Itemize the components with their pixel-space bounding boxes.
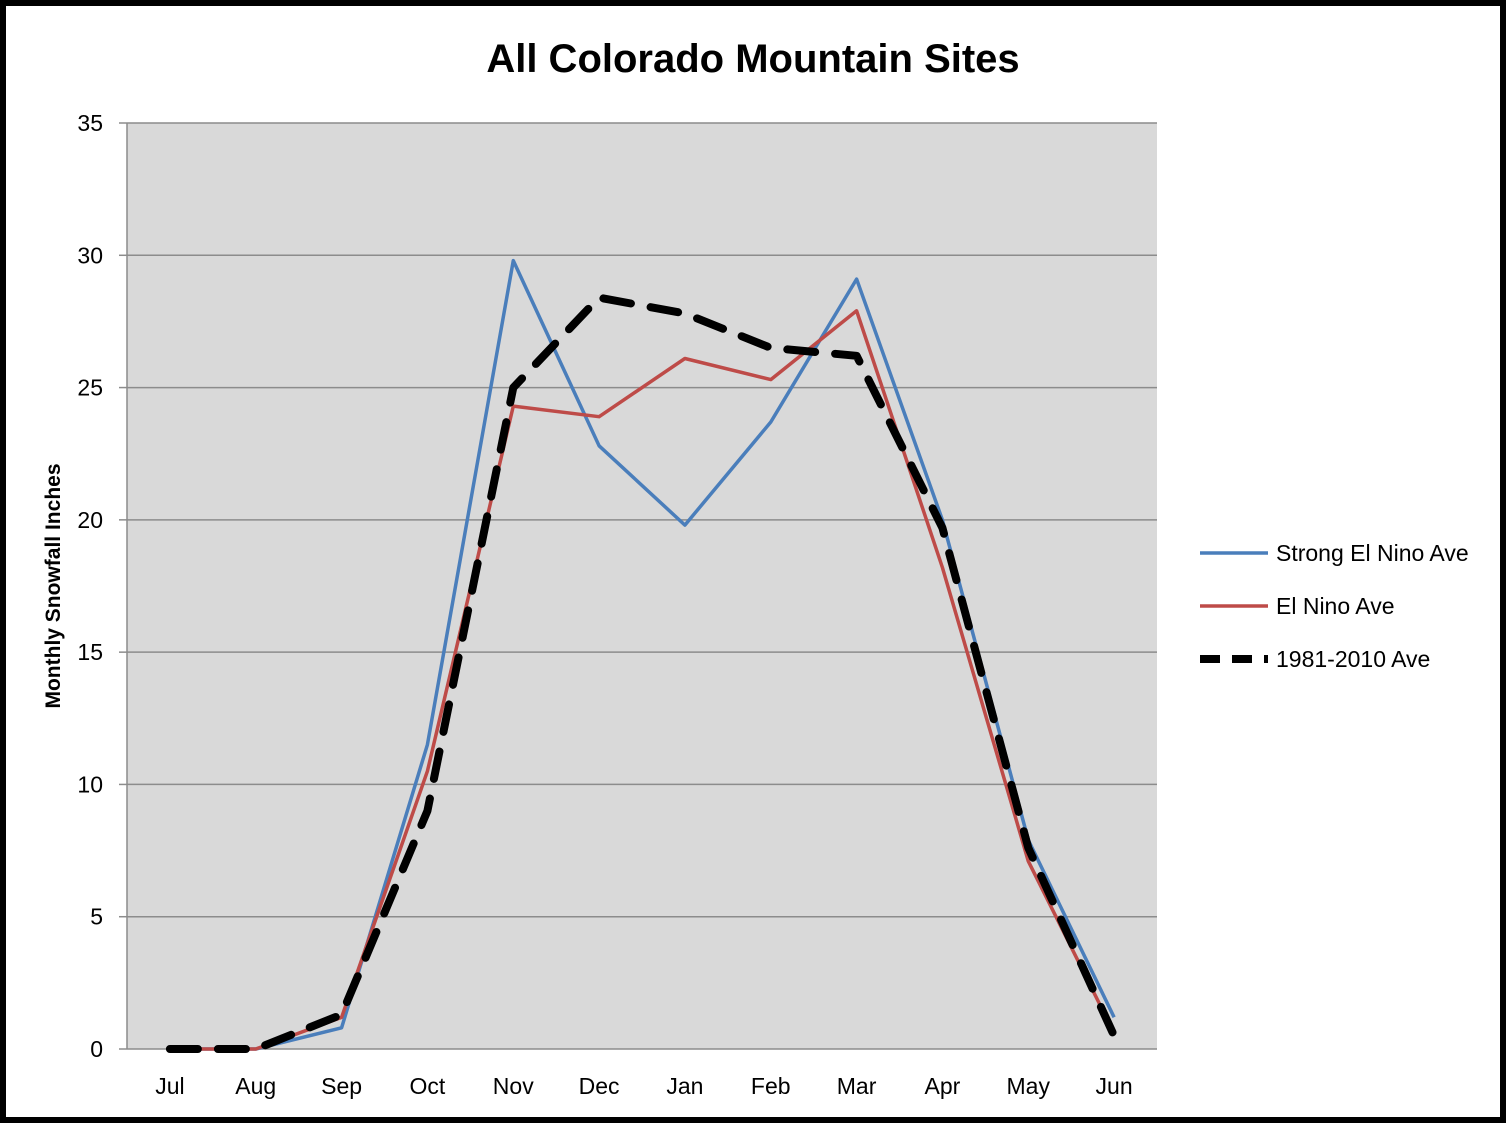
y-tick-label: 0 <box>90 1036 103 1062</box>
axes <box>126 123 1157 1050</box>
y-axis-title: Monthly Snowfall Inches <box>42 463 65 708</box>
x-tick-label: Mar <box>837 1073 877 1099</box>
x-tick-label: Nov <box>493 1073 534 1099</box>
x-tick-label: Jun <box>1096 1073 1133 1099</box>
y-tick-label: 30 <box>77 242 103 268</box>
x-tick-label: Jul <box>155 1073 184 1099</box>
series-lines <box>165 258 1119 1053</box>
x-tick-label: Feb <box>751 1073 791 1099</box>
x-tick-label: Oct <box>410 1073 446 1099</box>
plot-area <box>127 123 1157 1049</box>
legend-label: El Nino Ave <box>1276 593 1394 619</box>
y-tick-label: 25 <box>77 375 103 401</box>
x-tick-label: Apr <box>925 1073 961 1099</box>
chart-title: All Colorado Mountain Sites <box>486 37 1019 81</box>
legend-label: 1981-2010 Ave <box>1276 646 1430 672</box>
y-tick-label: 35 <box>77 110 103 136</box>
x-tick-label: Aug <box>235 1073 276 1099</box>
y-tick-label: 15 <box>77 639 103 665</box>
legend: Strong El Nino Ave El Nino Ave 1981-2010 A… <box>1200 540 1469 672</box>
legend-label: Strong El Nino Ave <box>1276 540 1469 566</box>
x-tick-label: Dec <box>579 1073 620 1099</box>
y-tick-label: 5 <box>90 904 103 930</box>
x-tick-label: Jan <box>666 1073 703 1099</box>
series-line-1981-2010-ave <box>165 293 1119 1053</box>
y-tick-label: 10 <box>77 771 103 797</box>
x-tick-label: May <box>1007 1073 1051 1099</box>
y-tick-label: 20 <box>77 507 103 533</box>
x-tick-label: Sep <box>321 1073 362 1099</box>
x-tick-labels: Jul Aug Sep Oct Nov Dec Jan Feb Mar Apr May Jun <box>155 1073 1132 1099</box>
y-tick-labels: 0 5 10 15 20 25 30 35 <box>77 110 103 1062</box>
